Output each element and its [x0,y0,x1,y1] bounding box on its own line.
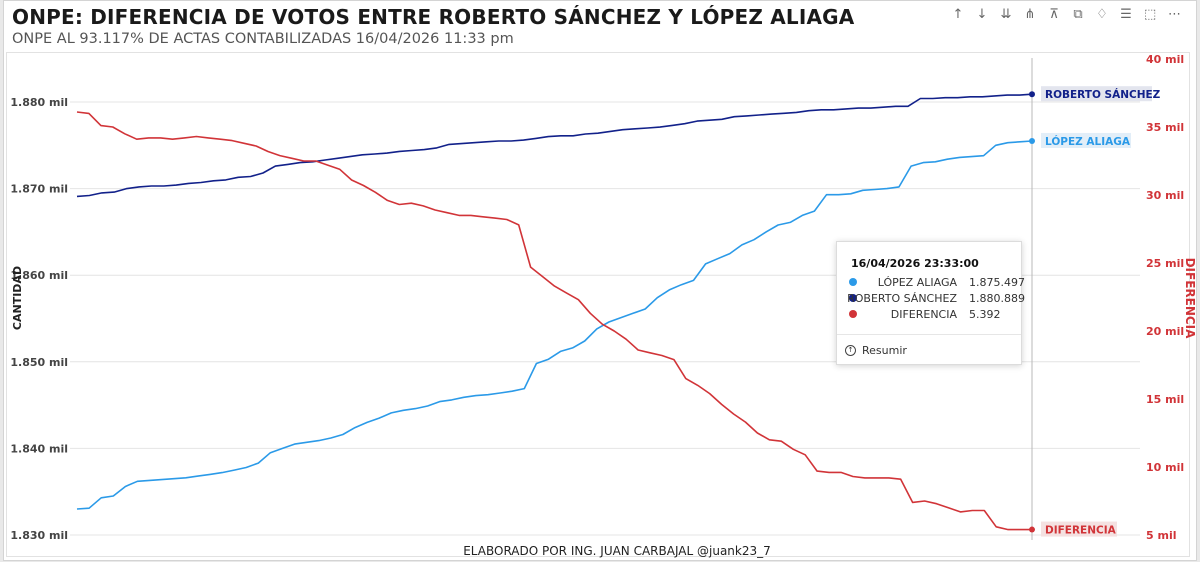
series-end-marker [1029,91,1035,98]
right-tick-label: 25 mil [1146,257,1184,270]
end-label-background [1041,521,1117,537]
right-axis-label: DIFERENCIA [1183,258,1197,340]
series-line-lopez [76,140,1033,510]
focus-mode-icon[interactable]: ⬚ [1144,7,1157,22]
tooltip-series-value: 1.880.889 [969,292,1025,305]
chart-title: ONPE: DIFERENCIA DE VOTOS ENTRE ROBERTO … [12,5,855,29]
right-axis-ticks: 5 mil 10 mil 15 mil 20 mil 25 mil 30 mil 35 mi… [1146,53,1184,542]
summarize-label: Resumir [862,344,907,357]
legend-dot-lopez [849,278,857,286]
tooltip-series-value: 5.392 [969,308,1001,321]
series-line-sanchez [76,93,1033,198]
filter-icon[interactable]: ☰ [1120,7,1132,22]
left-axis-ticks: 1.830 mil 1.840 mil 1.850 mil 1.860 mil 1.87… [10,96,68,542]
series-end-marker [1029,526,1035,533]
right-tick-label: 15 mil [1146,393,1184,406]
series-lines [76,91,1035,533]
tooltip-title: 16/04/2026 23:33:00 [851,257,979,270]
left-axis-label: CANTIDAD [11,266,24,330]
left-tick-label: 1.880 mil [10,96,68,109]
footer-credit: ELABORADO POR ING. JUAN CARBAJAL @juank2… [463,544,771,558]
visual-toolbar: ↑ ↓ ⇊ ⋔ ⊼ ⧉ ♢ ☰ ⬚ ⋯ [952,7,1181,22]
series-end-labels: ROBERTO SÁNCHEZ LÓPEZ ALIAGA DIFERENCIA [1041,86,1161,537]
tooltip-series-value: 1.875.497 [969,276,1025,289]
right-tick-label: 10 mil [1146,461,1184,474]
end-label-lopez: LÓPEZ ALIAGA [1045,135,1131,148]
left-tick-label: 1.870 mil [10,183,68,196]
left-tick-label: 1.860 mil [10,269,68,282]
arrow-down-icon[interactable]: ↓ [976,7,988,22]
tooltip-divider [837,334,1021,335]
series-end-marker [1029,137,1035,144]
tooltip-row-lopez: LÓPEZ ALIAGA 1.875.497 [849,276,1025,290]
pin-icon[interactable]: ⊼ [1049,7,1059,22]
end-label-background [1041,132,1131,148]
summarize-button[interactable]: ↑ Resumir [845,344,907,357]
tooltip-series-name: DIFERENCIA [890,308,957,321]
summarize-icon: ↑ [845,345,856,356]
right-tick-label: 40 mil [1146,53,1184,66]
hover-tooltip: 16/04/2026 23:33:00 LÓPEZ ALIAGA 1.875.4… [836,241,1025,365]
end-label-background [1041,86,1152,102]
drill-fork-icon[interactable]: ⋔ [1024,7,1036,22]
tooltip-series-name: LÓPEZ ALIAGA [877,276,957,289]
bell-icon[interactable]: ♢ [1096,7,1108,22]
chart-subtitle: ONPE AL 93.117% DE ACTAS CONTABILIZADAS … [12,31,514,47]
tooltip-row-sanchez: ROBERTO SÁNCHEZ 1.880.889 [847,292,1025,306]
legend-dot-diferencia [849,310,857,318]
copy-icon[interactable]: ⧉ [1073,7,1083,22]
end-label-sanchez: ROBERTO SÁNCHEZ [1045,88,1161,101]
left-tick-label: 1.840 mil [10,442,68,455]
end-label-diferencia: DIFERENCIA [1045,525,1117,537]
plot-frame [6,52,1190,557]
arrow-up-icon[interactable]: ↑ [952,7,964,22]
right-tick-label: 35 mil [1146,121,1184,134]
tooltip-row-diferencia: DIFERENCIA 5.392 [849,308,1019,322]
legend-dot-sanchez [849,294,857,302]
tooltip-series-name: ROBERTO SÁNCHEZ [847,292,957,305]
more-options-icon[interactable]: ⋯ [1168,7,1181,22]
right-tick-label: 20 mil [1146,325,1184,338]
left-tick-label: 1.830 mil [10,529,68,542]
double-arrow-down-icon[interactable]: ⇊ [1000,7,1012,22]
series-line-diferencia [76,111,1032,531]
right-tick-label: 30 mil [1146,189,1184,202]
right-tick-label: 5 mil [1146,529,1177,542]
left-tick-label: 1.850 mil [10,356,68,369]
